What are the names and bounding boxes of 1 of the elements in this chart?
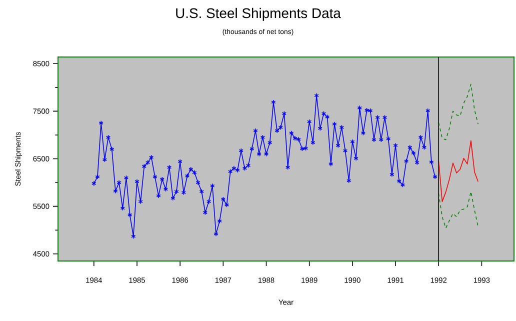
chart-title: U.S. Steel Shipments Data (176, 8, 341, 21)
